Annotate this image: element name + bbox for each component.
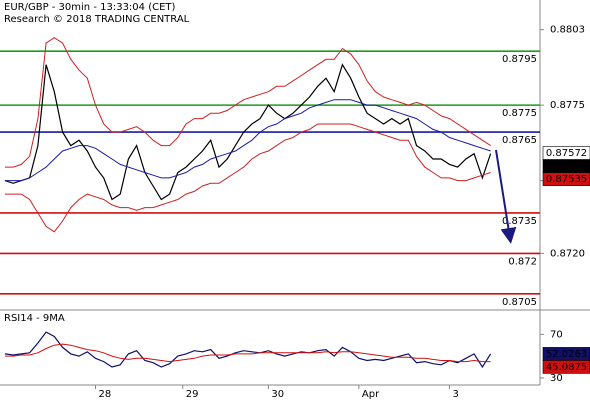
level-label: 0.8735 — [502, 216, 537, 227]
forecast-arrow — [495, 149, 517, 244]
y-tick-label: 0.8720 — [550, 248, 585, 259]
y-tick-label: 70 — [550, 329, 563, 340]
level-label: 0.8775 — [502, 108, 537, 119]
value-badge-label: 45.0875 — [546, 362, 587, 373]
value-badge — [542, 172, 590, 186]
series-line — [4, 331, 492, 369]
chart-title: EUR/GBP - 30min - 13:33:04 (CET) — [4, 2, 176, 13]
level-label: 0.8765 — [502, 135, 537, 146]
x-tick-label: 28 — [98, 389, 111, 400]
x-tick-label: 3 — [452, 389, 458, 400]
level-label: 0.872 — [508, 256, 537, 267]
y-tick-label: 0.8775 — [550, 100, 585, 111]
value-badge — [542, 360, 590, 374]
series-line — [4, 63, 492, 201]
y-tick-label: 30 — [550, 373, 563, 384]
value-badge-label: 0.87558 — [546, 161, 587, 172]
x-tick-label: 29 — [186, 389, 199, 400]
y-tick-label: 0.8803 — [550, 25, 585, 36]
level-label: 0.8705 — [502, 297, 537, 308]
series-line — [4, 123, 491, 233]
series-line — [4, 37, 491, 168]
series-line — [4, 99, 491, 182]
rsi-title: RSI14 - 9MA — [4, 313, 65, 324]
series-line — [4, 343, 491, 363]
value-badge-label: 0.87572 — [546, 148, 587, 159]
x-tick-label: Apr — [362, 389, 380, 400]
chart-subtitle: Research © 2018 TRADING CENTRAL — [4, 14, 190, 25]
value-badge-label: 0.87535 — [546, 174, 587, 185]
x-tick-label: 30 — [271, 389, 284, 400]
value-badge-label: 52.0263 — [546, 349, 587, 360]
level-label: 0.8795 — [502, 54, 537, 65]
